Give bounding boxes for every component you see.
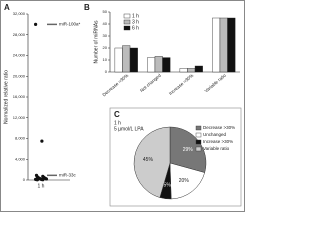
bar: [212, 17, 221, 73]
point: [41, 178, 45, 182]
bar: [179, 68, 188, 73]
legend-label: Unchanged: [203, 132, 227, 137]
x-tick-label: 1 h: [38, 183, 45, 189]
y-tick-label: 4,000: [15, 156, 26, 161]
bar: [129, 47, 138, 73]
slice-label: 45%: [143, 157, 154, 163]
legend-swatch: [123, 19, 131, 25]
panel-box: [109, 107, 242, 207]
y-tick-label: 0: [23, 177, 26, 182]
point: [35, 178, 40, 182]
legend-swatch: [123, 13, 131, 19]
y-tick-label: 20: [103, 45, 108, 50]
legend-swatch: [195, 139, 202, 145]
legend-label: 3 h: [132, 19, 139, 25]
figure: A Normalized relative ratio 0 4,000 8,000 12,…: [0, 0, 245, 212]
point: [44, 177, 49, 181]
x-tick-label: Variable ratio: [204, 73, 228, 94]
pie-slice: [169, 162, 206, 200]
x-tick-label: Not changed: [139, 73, 162, 94]
bar: [154, 56, 163, 73]
pie-slice: [133, 126, 171, 198]
y-axis-label: Normalized relative ratio: [3, 70, 9, 124]
bar: [187, 68, 196, 73]
legend-label: 6 h: [132, 25, 139, 31]
pie-subtitle: 5 µmol/L LPA: [114, 126, 144, 132]
x-tick-label: Decrease >30%: [101, 73, 129, 97]
y-tick-label: 28,000: [13, 32, 26, 37]
y-tick-label: 32,000: [13, 11, 26, 16]
figure-border: [0, 0, 245, 212]
legend-swatch: [123, 25, 131, 31]
slice-label: 5%: [164, 182, 172, 188]
y-tick-label: 16,000: [13, 94, 26, 99]
legend-swatch: [195, 132, 202, 138]
y-tick-label: 40: [103, 21, 108, 26]
y-tick-label: 30: [103, 33, 108, 38]
bar: [122, 45, 131, 73]
y-tick-label: 50: [103, 9, 108, 14]
bar: [147, 57, 156, 73]
point: [40, 139, 44, 143]
panel-label: C: [114, 110, 120, 119]
bar: [194, 65, 203, 73]
y-tick-label: 12,000: [13, 115, 26, 120]
bar: [114, 47, 123, 73]
slice-label: 20%: [179, 178, 190, 184]
y-tick-label: 20,000: [13, 73, 26, 78]
annotation: miR-33c: [59, 173, 77, 178]
panel-label: B: [84, 3, 90, 12]
x-tick-label: Increase >30%: [168, 73, 194, 96]
legend-label: Decrease >30%: [203, 125, 235, 130]
y-tick-label: 0: [105, 69, 108, 74]
y-tick-label: 24,000: [13, 53, 26, 58]
y-axis-label: Number of miRNAs: [93, 20, 99, 64]
legend-label: 1 h: [132, 13, 139, 19]
y-tick-label: 10: [103, 57, 108, 62]
legend-label: Increase >30%: [203, 139, 233, 144]
pie-title: 1 h: [114, 120, 121, 126]
legend-label: Variable ratio: [203, 146, 230, 151]
bar: [162, 57, 171, 73]
point: [34, 22, 38, 26]
legend-swatch: [195, 146, 202, 152]
bar: [227, 17, 236, 73]
panel-label: A: [4, 3, 10, 12]
legend-swatch: [195, 125, 202, 131]
bar: [219, 17, 228, 73]
slice-label: 29%: [183, 147, 194, 153]
annotation: miR-100a*: [59, 22, 81, 27]
y-tick-label: 8,000: [15, 136, 26, 141]
